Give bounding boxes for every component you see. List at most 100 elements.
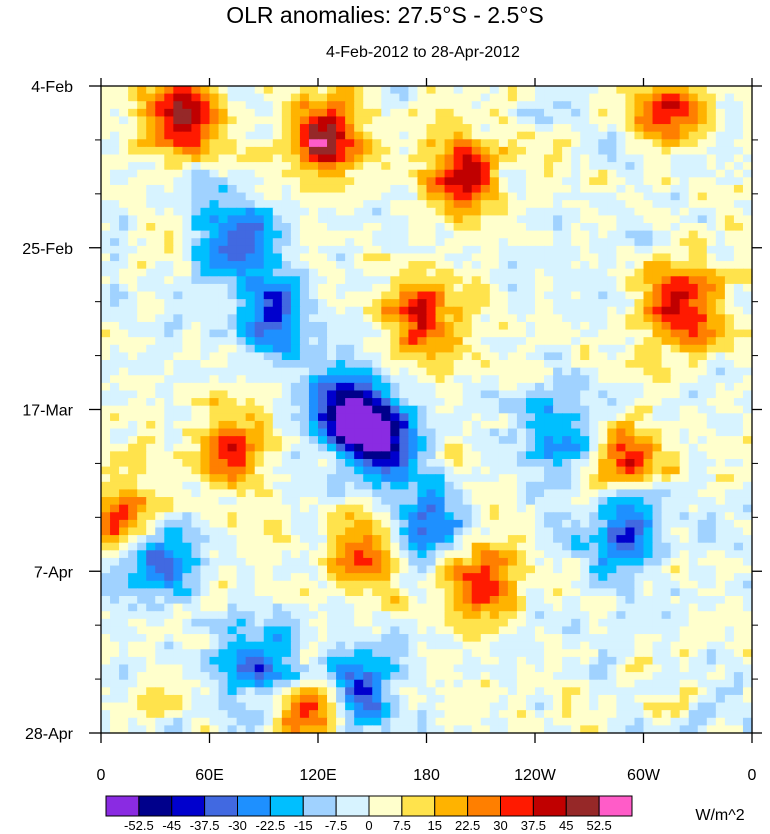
field-cell xyxy=(101,169,111,178)
field-cell xyxy=(525,428,536,437)
field-cell xyxy=(535,276,545,285)
field-cell xyxy=(426,154,437,163)
field-cell xyxy=(742,588,753,597)
field-cell xyxy=(318,489,328,498)
field-cell xyxy=(182,169,193,178)
field-cell xyxy=(182,481,193,491)
field-cell xyxy=(245,238,256,247)
field-cell xyxy=(571,481,581,491)
field-cell xyxy=(589,390,599,399)
field-cell xyxy=(480,573,491,582)
field-cell xyxy=(354,352,364,361)
field-cell xyxy=(688,390,699,399)
field-cell xyxy=(146,108,156,118)
field-cell xyxy=(453,192,464,201)
field-cell xyxy=(110,497,120,506)
field-cell xyxy=(607,344,617,354)
field-cell xyxy=(670,382,681,392)
field-cell xyxy=(571,124,581,133)
field-cell xyxy=(480,291,491,300)
field-cell xyxy=(480,565,491,574)
field-cell xyxy=(372,139,382,148)
field-cell xyxy=(498,367,509,376)
field-cell xyxy=(281,162,292,171)
field-cell xyxy=(697,192,708,201)
field-cell xyxy=(354,238,364,247)
field-cell xyxy=(281,474,292,483)
field-cell xyxy=(489,291,500,300)
field-cell xyxy=(119,321,129,331)
field-cell xyxy=(607,131,617,140)
field-cell xyxy=(308,443,319,452)
field-cell xyxy=(580,375,590,384)
field-cell xyxy=(308,466,319,475)
field-cell xyxy=(742,200,753,209)
field-cell xyxy=(245,184,256,194)
field-cell xyxy=(553,329,563,338)
field-cell xyxy=(363,550,373,559)
field-cell xyxy=(670,314,681,323)
field-cell xyxy=(598,580,608,589)
field-cell xyxy=(327,603,337,612)
field-cell xyxy=(336,101,346,110)
field-cell xyxy=(571,603,581,612)
field-cell xyxy=(318,519,328,529)
field-cell xyxy=(435,603,446,612)
field-cell xyxy=(525,139,536,148)
field-cell xyxy=(308,420,319,430)
field-cell xyxy=(327,466,337,475)
field-cell xyxy=(607,86,617,95)
field-cell xyxy=(408,124,419,133)
field-cell xyxy=(345,611,355,620)
field-cell xyxy=(227,398,238,407)
field-cell xyxy=(137,299,147,308)
field-cell xyxy=(101,146,111,156)
field-cell xyxy=(227,360,238,369)
field-cell xyxy=(101,458,111,468)
field-cell xyxy=(625,603,636,612)
field-cell xyxy=(399,443,410,452)
field-cell xyxy=(272,268,283,277)
field-cell xyxy=(742,314,753,323)
field-cell xyxy=(101,474,111,483)
field-cell xyxy=(724,268,735,277)
field-cell xyxy=(408,489,419,498)
field-cell xyxy=(453,413,464,422)
field-cell xyxy=(408,306,419,315)
field-cell xyxy=(236,169,247,178)
field-cell xyxy=(354,595,364,605)
field-cell xyxy=(119,413,129,422)
field-cell xyxy=(137,398,147,407)
field-cell xyxy=(507,413,518,422)
field-cell xyxy=(625,542,636,551)
field-cell xyxy=(272,116,283,125)
field-cell xyxy=(652,504,663,513)
field-cell xyxy=(254,382,265,392)
field-cell xyxy=(327,420,337,430)
field-cell xyxy=(345,207,355,216)
field-cell xyxy=(137,420,147,430)
field-cell xyxy=(372,398,382,407)
field-cell xyxy=(435,489,446,498)
field-cell xyxy=(372,184,382,194)
field-cell xyxy=(128,299,138,308)
field-cell xyxy=(589,436,599,445)
field-cell xyxy=(381,595,391,605)
field-cell xyxy=(733,390,744,399)
field-cell xyxy=(164,276,174,285)
field-cell xyxy=(110,565,120,574)
field-cell xyxy=(553,139,563,148)
field-cell xyxy=(354,299,364,308)
field-cell xyxy=(471,497,482,506)
field-cell xyxy=(706,573,717,582)
field-cell xyxy=(399,299,410,308)
field-cell xyxy=(137,101,147,110)
field-cell xyxy=(128,306,138,315)
field-cell xyxy=(742,329,753,338)
field-cell xyxy=(643,481,654,491)
field-cell xyxy=(426,481,437,491)
field-cell xyxy=(715,146,726,156)
field-cell xyxy=(742,390,753,399)
field-cell xyxy=(535,603,545,612)
field-cell xyxy=(209,139,220,148)
